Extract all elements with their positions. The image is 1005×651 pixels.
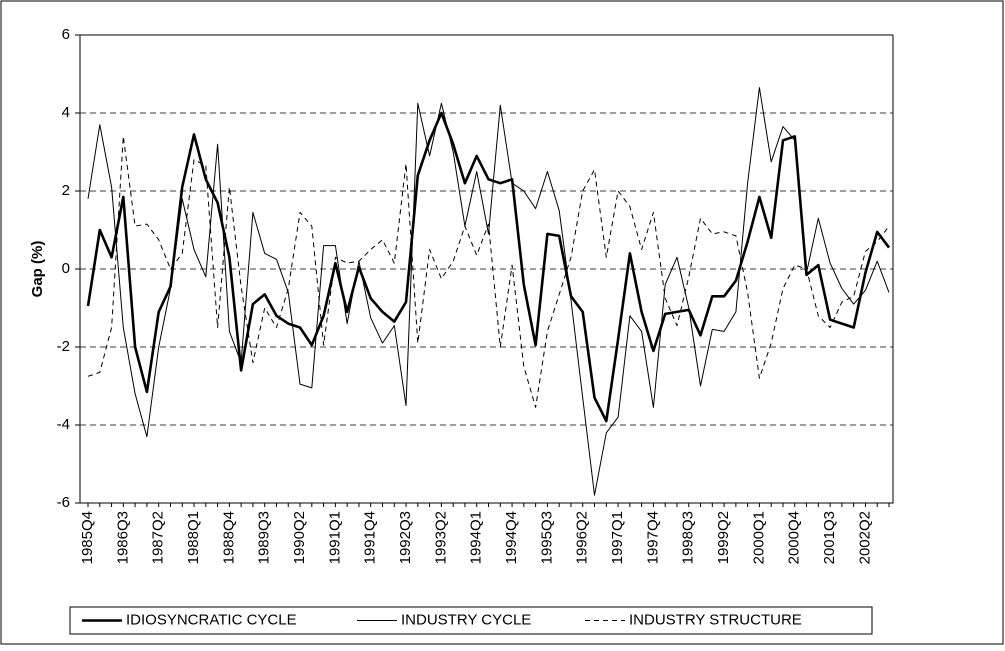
x-tick-label: 1999Q2 xyxy=(715,511,732,564)
y-tick-label: 6 xyxy=(62,26,70,43)
x-tick-label: 2001Q3 xyxy=(821,511,838,564)
y-tick-label: -4 xyxy=(57,416,70,433)
x-tick-label: 1989Q3 xyxy=(256,511,273,564)
x-tick-label: 1988Q1 xyxy=(185,511,202,564)
y-tick-label: -6 xyxy=(57,494,70,511)
x-tick-label: 1995Q3 xyxy=(538,511,555,564)
x-tick-label: 1987Q2 xyxy=(150,511,167,564)
legend-label: INDUSTRY CYCLE xyxy=(401,611,531,628)
x-tick-label: 2000Q1 xyxy=(750,511,767,564)
series-line xyxy=(87,135,890,408)
series-line xyxy=(87,87,890,496)
x-tick-label: 1992Q3 xyxy=(397,511,414,564)
x-tick-label: 2000Q4 xyxy=(786,511,803,564)
x-tick-label: 1997Q1 xyxy=(609,511,626,564)
series-line xyxy=(86,111,891,423)
x-tick-label: 1991Q4 xyxy=(362,511,379,564)
x-tick-label: 1990Q2 xyxy=(291,511,308,564)
x-tick-label: 1998Q3 xyxy=(680,511,697,564)
legend-label: INDUSTRY STRUCTURE xyxy=(629,611,802,628)
legend-box xyxy=(69,606,873,635)
x-tick-label: 1988Q4 xyxy=(220,511,237,564)
x-tick-label: 1994Q4 xyxy=(503,511,520,564)
x-tick-label: 1994Q1 xyxy=(468,511,485,564)
x-tick-label: 1986Q3 xyxy=(114,511,131,564)
y-tick-label: -2 xyxy=(57,338,70,355)
x-tick-label: 1996Q2 xyxy=(574,511,591,564)
x-tick-label: 1997Q4 xyxy=(644,511,661,564)
x-tick-label: 2002Q2 xyxy=(856,511,873,564)
y-axis-label: Gap (%) xyxy=(29,241,46,298)
legend-label: IDIOSYNCRATIC CYCLE xyxy=(126,611,297,628)
y-tick-label: 2 xyxy=(62,182,70,199)
y-tick-label: 0 xyxy=(62,260,70,277)
x-tick-label: 1991Q1 xyxy=(326,511,343,564)
x-tick-label: 1985Q4 xyxy=(79,511,96,564)
y-tick-label: 4 xyxy=(62,104,70,121)
x-tick-label: 1993Q2 xyxy=(432,511,449,564)
